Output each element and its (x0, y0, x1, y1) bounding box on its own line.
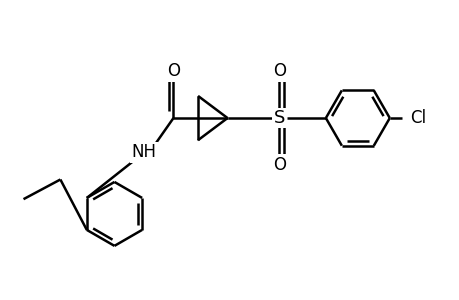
Text: S: S (273, 109, 284, 127)
Text: O: O (167, 62, 179, 80)
Text: O: O (272, 62, 285, 80)
Text: Cl: Cl (409, 109, 425, 127)
Text: NH: NH (131, 143, 156, 161)
Text: O: O (272, 156, 285, 174)
